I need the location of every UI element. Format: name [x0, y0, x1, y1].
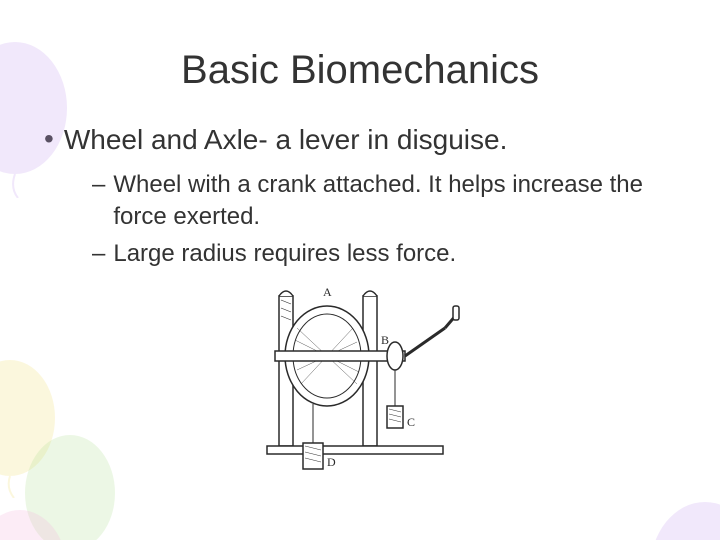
- sub-text: Large radius requires less force.: [113, 238, 456, 270]
- sub-bullet-list: – Wheel with a crank attached. It helps …: [44, 169, 676, 270]
- balloon-top-left: [0, 38, 70, 198]
- diagram-container: A B C D: [44, 278, 676, 478]
- bullet-main: • Wheel and Axle- a lever in disguise.: [44, 121, 676, 159]
- balloon-left-pink: [0, 508, 70, 540]
- bullet-text: Wheel and Axle- a lever in disguise.: [64, 121, 508, 159]
- diagram-label-a: A: [323, 285, 332, 299]
- sub-marker: –: [92, 238, 105, 270]
- diagram-label-b: B: [381, 333, 389, 347]
- page-title: Basic Biomechanics: [0, 48, 720, 93]
- sub-marker: –: [92, 169, 105, 201]
- sub-bullet-1: – Wheel with a crank attached. It helps …: [92, 169, 676, 234]
- balloon-bottom-right: [645, 498, 720, 540]
- sub-bullet-2: – Large radius requires less force.: [92, 238, 676, 270]
- content-area: • Wheel and Axle- a lever in disguise. –…: [0, 121, 720, 478]
- diagram-label-c: C: [407, 415, 415, 429]
- diagram-label-d: D: [327, 455, 336, 469]
- sub-text: Wheel with a crank attached. It helps in…: [113, 169, 676, 234]
- wheel-axle-diagram: A B C D: [245, 278, 475, 478]
